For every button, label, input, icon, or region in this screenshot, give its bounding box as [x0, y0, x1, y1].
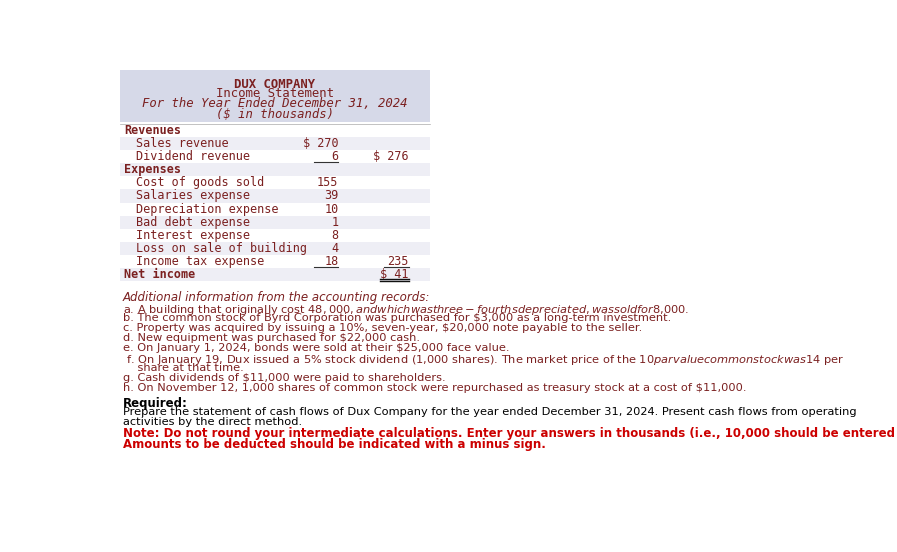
Text: 6: 6 — [331, 150, 338, 163]
FancyBboxPatch shape — [120, 150, 430, 163]
Text: 1: 1 — [331, 216, 338, 229]
Text: 4: 4 — [331, 242, 338, 255]
FancyBboxPatch shape — [120, 137, 430, 150]
Text: $ 270: $ 270 — [303, 137, 338, 150]
Text: Depreciation expense: Depreciation expense — [136, 203, 279, 216]
FancyBboxPatch shape — [120, 268, 430, 281]
Text: a. A building that originally cost $48,000, and which was three-fourths deprecia: a. A building that originally cost $48,0… — [123, 304, 689, 317]
Text: Loss on sale of building: Loss on sale of building — [136, 242, 307, 255]
Text: Salaries expense: Salaries expense — [136, 189, 250, 203]
FancyBboxPatch shape — [120, 216, 430, 229]
Text: h. On November 12, 1,000 shares of common stock were repurchased as treasury sto: h. On November 12, 1,000 shares of commo… — [123, 384, 746, 394]
Text: $ 276: $ 276 — [373, 150, 409, 163]
Text: activities by the direct method.: activities by the direct method. — [123, 417, 302, 427]
Text: g. Cash dividends of $11,000 were paid to shareholders.: g. Cash dividends of $11,000 were paid t… — [123, 374, 446, 384]
Text: f. On January 19, Dux issued a 5% stock dividend (1,000 shares). The market pric: f. On January 19, Dux issued a 5% stock … — [123, 353, 844, 368]
Text: Required:: Required: — [123, 397, 187, 410]
Text: $ 41: $ 41 — [380, 268, 409, 281]
Text: Dividend revenue: Dividend revenue — [136, 150, 250, 163]
FancyBboxPatch shape — [120, 163, 430, 176]
Text: 155: 155 — [317, 177, 338, 189]
Text: Net income: Net income — [124, 268, 195, 281]
Text: Amounts to be deducted should be indicated with a minus sign.: Amounts to be deducted should be indicat… — [123, 438, 546, 451]
Text: Additional information from the accounting records:: Additional information from the accounti… — [123, 291, 431, 304]
Text: 39: 39 — [324, 189, 338, 203]
Text: 18: 18 — [324, 255, 338, 268]
Text: Note: Do not round your intermediate calculations. Enter your answers in thousan: Note: Do not round your intermediate cal… — [123, 427, 897, 440]
Text: b. The common stock of Byrd Corporation was purchased for $3,000 as a long-term : b. The common stock of Byrd Corporation … — [123, 314, 671, 323]
Text: Revenues: Revenues — [124, 124, 181, 137]
FancyBboxPatch shape — [120, 124, 430, 137]
Text: Sales revenue: Sales revenue — [136, 137, 229, 150]
Text: DUX COMPANY: DUX COMPANY — [234, 78, 316, 91]
Text: c. Property was acquired by issuing a 10%, seven-year, $20,000 note payable to t: c. Property was acquired by issuing a 10… — [123, 323, 642, 333]
Text: Prepare the statement of cash flows of Dux Company for the year ended December 3: Prepare the statement of cash flows of D… — [123, 407, 857, 417]
FancyBboxPatch shape — [120, 70, 430, 123]
Text: ($ in thousands): ($ in thousands) — [216, 108, 334, 121]
Text: Cost of goods sold: Cost of goods sold — [136, 177, 265, 189]
Text: Expenses: Expenses — [124, 163, 181, 176]
FancyBboxPatch shape — [120, 203, 430, 216]
Text: 8: 8 — [331, 229, 338, 242]
FancyBboxPatch shape — [120, 189, 430, 203]
FancyBboxPatch shape — [120, 255, 430, 268]
Text: 10: 10 — [324, 203, 338, 216]
FancyBboxPatch shape — [120, 242, 430, 255]
FancyBboxPatch shape — [120, 176, 430, 189]
Text: Bad debt expense: Bad debt expense — [136, 216, 250, 229]
Text: e. On January 1, 2024, bonds were sold at their $25,000 face value.: e. On January 1, 2024, bonds were sold a… — [123, 343, 509, 353]
Text: Income Statement: Income Statement — [216, 87, 334, 100]
FancyBboxPatch shape — [120, 229, 430, 242]
Text: Interest expense: Interest expense — [136, 229, 250, 242]
Text: 235: 235 — [388, 255, 409, 268]
Text: share at that time.: share at that time. — [123, 363, 244, 374]
Text: For the Year Ended December 31, 2024: For the Year Ended December 31, 2024 — [142, 97, 407, 110]
Text: Income tax expense: Income tax expense — [136, 255, 265, 268]
Text: d. New equipment was purchased for $22,000 cash.: d. New equipment was purchased for $22,0… — [123, 333, 420, 343]
